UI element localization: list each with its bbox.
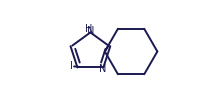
Text: H: H <box>85 23 93 34</box>
Text: N: N <box>87 26 94 36</box>
Text: N: N <box>99 64 107 74</box>
Text: I: I <box>70 61 73 71</box>
